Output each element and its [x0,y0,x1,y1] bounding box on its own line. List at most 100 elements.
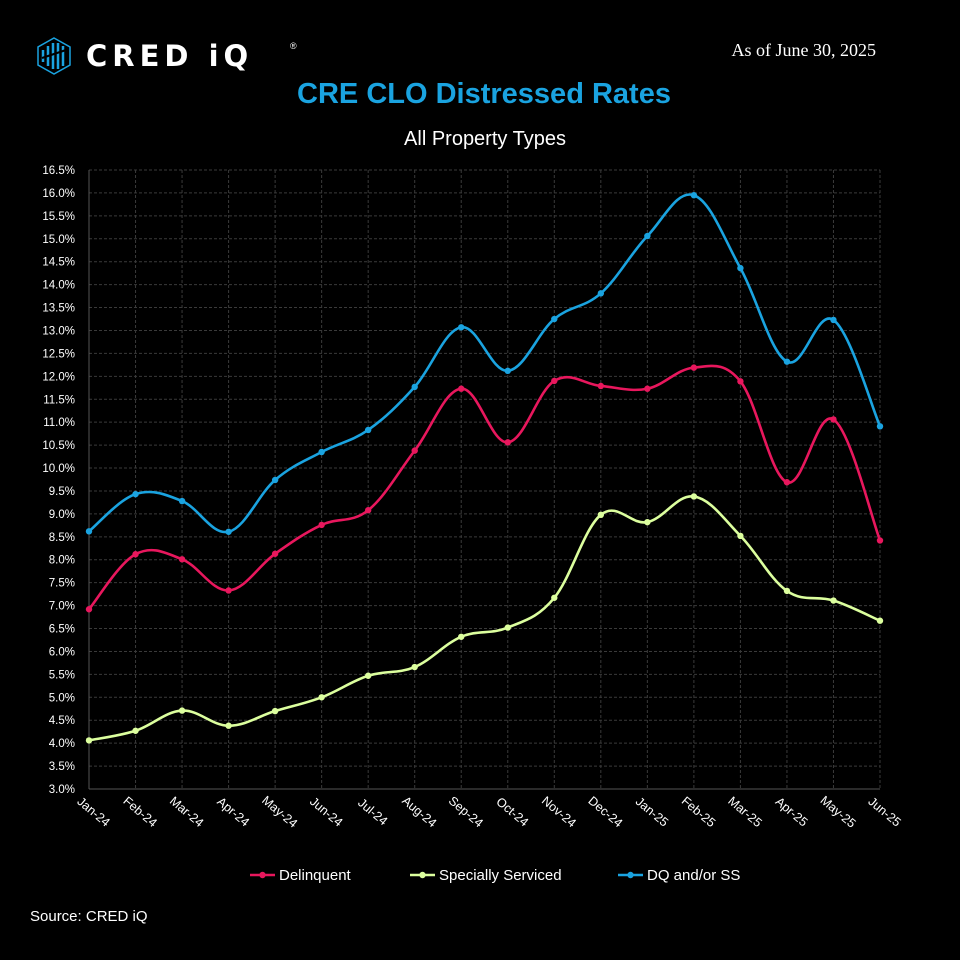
data-point-dq-and-or-ss [783,358,791,365]
y-tick-label: 15.5% [42,211,75,223]
data-point-delinquent [690,364,698,371]
data-point-dq-and-or-ss [225,528,232,535]
data-point-dq-and-or-ss [411,383,418,391]
x-tick-label: Feb-24 [120,794,159,830]
series-line-dq-and-or-ss [88,193,882,534]
data-point-dq-and-or-ss [597,290,605,297]
grid [88,169,881,790]
x-tick-label: Jan-24 [74,794,112,829]
legend: Delinquent Specially Serviced DQ and/or SS [250,867,740,884]
chart-subtitle: All Property Types [404,128,566,150]
x-tick-label: Oct-24 [493,795,531,830]
y-tick-label: 6.0% [49,646,75,658]
data-point-dq-and-or-ss [458,324,465,331]
data-point-specially-serviced [504,624,511,631]
data-point-delinquent [411,447,418,454]
legend-label: Delinquent [279,867,352,884]
data-point-dq-and-or-ss [178,497,186,505]
x-tick-label: Jan-25 [633,794,671,829]
data-point-dq-and-or-ss [830,316,837,324]
y-tick-label: 6.5% [49,624,75,636]
data-point-specially-serviced [271,707,279,715]
data-point-dq-and-or-ss [551,315,558,323]
data-point-delinquent [318,521,325,529]
y-tick-label: 7.0% [49,601,75,613]
legend-swatch-marker [259,871,266,879]
data-point-specially-serviced [178,707,186,714]
data-point-delinquent [597,382,605,390]
y-tick-label: 8.5% [49,532,75,544]
y-tick-label: 10.5% [42,440,75,452]
data-point-specially-serviced [551,594,558,601]
data-point-delinquent [504,439,511,446]
x-tick-label: Apr-25 [773,795,811,830]
data-point-delinquent [132,551,139,558]
data-point-specially-serviced [132,727,139,734]
data-point-specially-serviced [830,597,837,604]
data-point-dq-and-or-ss [690,192,698,199]
data-point-delinquent [783,479,791,486]
data-point-delinquent [830,416,837,423]
x-tick-label: May-25 [818,793,859,831]
x-tick-label: Apr-24 [214,795,252,830]
data-point-dq-and-or-ss [364,426,372,434]
x-tick-label: Jun-25 [865,794,903,829]
data-point-delinquent [364,507,372,514]
y-tick-label: 16.5% [42,165,75,177]
x-tick-label: Nov-24 [539,794,579,831]
y-tick-label: 12.5% [42,348,75,360]
data-point-specially-serviced [458,633,465,640]
y-tick-label: 10.0% [42,463,75,475]
data-point-delinquent [644,385,651,392]
data-point-delinquent [458,385,465,392]
data-point-delinquent [271,550,279,557]
data-point-specially-serviced [644,518,651,526]
data-point-specially-serviced [690,493,698,500]
data-point-dq-and-or-ss [644,232,651,240]
data-point-specially-serviced [411,663,418,671]
data-point-delinquent [178,556,186,563]
data-point-dq-and-or-ss [504,367,511,375]
y-tick-label: 9.0% [49,509,75,521]
y-tick-label: 11.0% [43,417,75,429]
data-point-delinquent [551,377,558,385]
data-point-dq-and-or-ss [876,423,884,430]
cred-iq-logo-icon [37,37,71,75]
y-tick-label: 4.0% [49,738,75,750]
logo-text: CRED iQ [86,39,254,73]
logo: CRED iQ ® [34,36,297,76]
x-tick-label: Jul-24 [355,796,390,829]
y-tick-label: 12.0% [42,371,75,383]
source-note: Source: CRED iQ [30,908,148,925]
logo-registered-mark: ® [290,41,297,51]
data-point-delinquent [737,378,744,385]
data-point-specially-serviced [364,672,372,679]
data-point-dq-and-or-ss [271,476,279,484]
y-tick-label: 15.0% [42,234,75,246]
data-point-specially-serviced [783,587,791,595]
data-point-delinquent [225,587,232,594]
x-tick-label: Aug-24 [399,794,439,831]
data-point-delinquent [876,537,884,544]
data-point-delinquent [85,606,93,613]
data-point-specially-serviced [318,694,325,701]
series-specially-serviced [85,493,884,744]
data-point-specially-serviced [737,532,744,540]
x-tick-label: Feb-25 [679,794,718,830]
x-tick-label: Mar-24 [167,794,206,830]
legend-swatch-marker [627,871,634,879]
as-of-date: As of June 30, 2025 [731,40,877,60]
data-point-specially-serviced [225,722,232,729]
data-point-dq-and-or-ss [318,448,325,456]
series-delinquent [85,364,884,613]
y-tick-label: 5.5% [49,669,75,681]
x-tick-label: Sep-24 [446,794,486,831]
data-point-dq-and-or-ss [737,264,744,272]
y-tick-label: 11.5% [43,394,75,406]
y-tick-label: 3.5% [49,761,75,773]
y-tick-label: 5.0% [49,692,75,704]
series-line-specially-serviced [88,495,881,742]
x-tick-label: May-24 [259,793,300,831]
